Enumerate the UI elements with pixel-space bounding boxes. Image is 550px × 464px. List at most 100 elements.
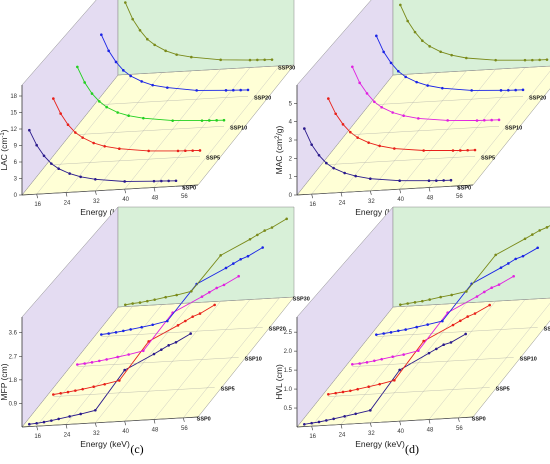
x-tick-label: 40: [122, 197, 129, 203]
data-point: [427, 351, 431, 355]
data-point: [351, 363, 354, 366]
data-point: [422, 149, 425, 152]
x-tick-mark: [153, 187, 156, 192]
data-point: [512, 274, 515, 278]
data-point: [79, 175, 82, 179]
data-point: [200, 119, 204, 122]
data-point: [76, 65, 79, 69]
data-point: [246, 254, 250, 258]
floor-grid-line: [183, 65, 280, 186]
y-axis-label-sup: -1: [0, 132, 6, 138]
data-point: [380, 105, 383, 109]
data-point: [367, 141, 370, 144]
data-point: [222, 283, 226, 287]
series-label: SSP20: [269, 326, 286, 332]
data-point: [124, 1, 127, 4]
series-label: SSP20: [254, 95, 271, 101]
data-point: [123, 180, 126, 183]
data-point: [190, 55, 193, 59]
data-point: [441, 319, 444, 323]
y-axis-label: MFP (cm): [0, 363, 9, 400]
data-point: [531, 233, 534, 236]
data-point: [147, 149, 150, 153]
data-point: [122, 329, 125, 333]
x-tick-label: 16: [309, 202, 316, 208]
data-point: [428, 298, 431, 301]
data-point: [146, 299, 149, 303]
data-point: [164, 295, 167, 299]
data-point: [35, 143, 38, 147]
series-label: SSP10: [520, 356, 537, 362]
panel-label: (c): [130, 442, 143, 456]
back-wall: [392, 206, 550, 308]
data-point: [142, 349, 145, 353]
data-point: [248, 237, 252, 241]
data-point: [439, 50, 442, 54]
data-point: [237, 274, 240, 278]
data-point: [439, 295, 442, 299]
back-wall: [117, 206, 295, 308]
data-point: [399, 303, 402, 306]
data-point: [514, 257, 517, 261]
data-point: [367, 385, 370, 389]
data-point: [140, 80, 143, 83]
data-point: [490, 118, 493, 122]
x-tick-label: 48: [427, 428, 434, 434]
data-point: [373, 100, 376, 104]
data-point: [98, 100, 101, 103]
data-point: [200, 295, 204, 298]
data-point: [83, 362, 86, 365]
data-point: [152, 352, 156, 356]
data-point: [332, 166, 335, 170]
y-tick-label: 0: [14, 193, 18, 199]
data-point: [442, 179, 445, 182]
data-point: [397, 329, 400, 333]
data-point: [475, 119, 479, 122]
data-point: [514, 88, 517, 92]
data-point: [131, 302, 134, 305]
data-point: [415, 325, 418, 329]
data-point: [391, 111, 394, 114]
x-axis-label: Energy (keV): [80, 439, 130, 449]
y-tick-label: 18: [10, 94, 17, 100]
panel-label: (d): [405, 442, 419, 456]
data-point: [310, 143, 313, 146]
data-point: [341, 390, 345, 394]
series-baseline: [376, 327, 538, 337]
data-point: [442, 343, 445, 347]
x-tick-label: 40: [122, 429, 129, 435]
data-point: [248, 58, 252, 62]
data-point: [160, 179, 163, 183]
data-point: [427, 179, 431, 183]
series-baseline: [400, 66, 548, 75]
data-point: [100, 333, 103, 336]
data-point: [232, 88, 235, 92]
data-point: [449, 341, 453, 344]
y-tick-label: 1.8: [9, 378, 18, 384]
y-tick-label: 15: [10, 111, 17, 117]
x-tick-label: 48: [427, 196, 434, 202]
data-point: [466, 148, 469, 152]
data-point: [325, 161, 328, 165]
series-label: SSP0: [457, 185, 471, 191]
data-point: [103, 144, 106, 148]
chart-panel-3: 16 24 32 40 48 56 0.9 1.8 2.7 3.6 MFP (cm) Energy (…: [0, 206, 310, 456]
data-point: [129, 74, 132, 78]
data-point: [483, 119, 486, 122]
back-wall: [392, 0, 550, 76]
series-label: SSP30: [293, 296, 310, 302]
data-point: [334, 391, 337, 395]
chart-panel-4: 16 24 32 40 48 56 0.5 1.0 1.5 2.0 2.5 HVL (cm) Energ…: [274, 206, 550, 456]
data-point: [160, 348, 163, 351]
data-point: [369, 409, 372, 412]
data-point: [473, 312, 477, 315]
data-point: [153, 298, 156, 301]
data-point: [446, 119, 449, 122]
series-label: SSP5: [481, 155, 495, 161]
x-tick-mark: [153, 419, 156, 424]
data-point: [123, 368, 126, 372]
data-point: [375, 333, 378, 336]
series-label: SSP10: [245, 356, 262, 362]
data-point: [215, 119, 218, 122]
data-point: [421, 299, 424, 303]
